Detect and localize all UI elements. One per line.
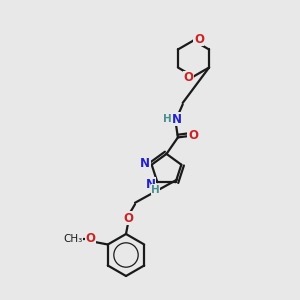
- Text: H: H: [163, 114, 172, 124]
- Text: O: O: [194, 33, 204, 46]
- Text: CH₃: CH₃: [63, 233, 82, 244]
- Text: O: O: [188, 129, 198, 142]
- Text: N: N: [140, 157, 150, 170]
- Text: N: N: [172, 113, 182, 126]
- Text: H: H: [152, 184, 160, 195]
- Text: N: N: [146, 178, 156, 191]
- Text: O: O: [123, 212, 134, 225]
- Text: O: O: [86, 232, 96, 245]
- Text: O: O: [183, 71, 193, 84]
